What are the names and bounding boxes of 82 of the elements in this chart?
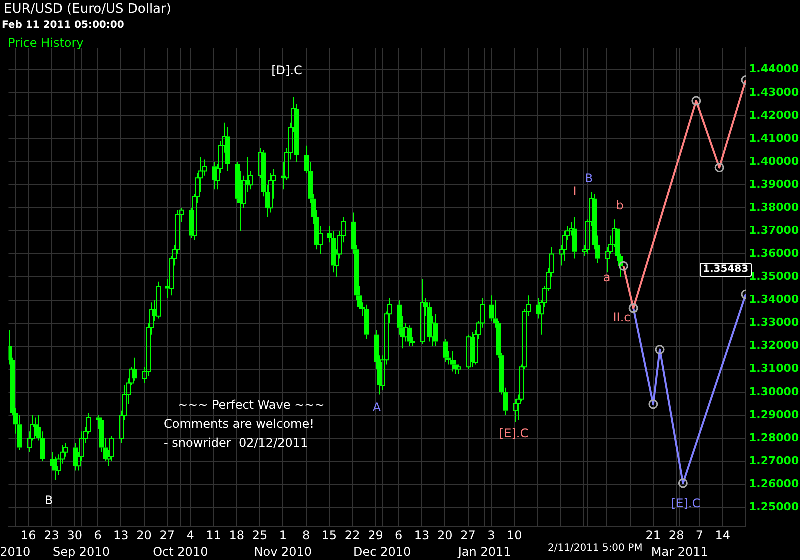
chart-title: EUR/USD (Euro/US Dollar) bbox=[4, 2, 172, 17]
y-tick-label: 1.25000 bbox=[749, 500, 800, 514]
x-tick-label: 11 bbox=[206, 528, 222, 543]
x2-tick-label: Oct 2010 bbox=[153, 544, 208, 559]
y-tick-label: 1.42000 bbox=[749, 108, 800, 122]
candlestick bbox=[562, 230, 567, 262]
annotation: II.c bbox=[613, 310, 631, 326]
y-tick-label: 1.27000 bbox=[749, 454, 800, 468]
x-tick-label: 7 bbox=[696, 528, 704, 543]
y-tick-label: 1.38000 bbox=[749, 200, 800, 214]
x-tick-label: 29 bbox=[368, 528, 384, 543]
x2-tick-label: Mar 2011 bbox=[651, 544, 708, 559]
x2-tick-label: 2010 bbox=[0, 544, 31, 559]
y-tick-label: 1.43000 bbox=[749, 86, 800, 99]
y-tick-label: 1.35000 bbox=[749, 270, 800, 284]
annotation: A bbox=[372, 400, 382, 416]
x-tick-label: 6 bbox=[94, 528, 102, 543]
y-tick-label: 1.41000 bbox=[749, 132, 800, 145]
x-tick-label: 13 bbox=[114, 528, 129, 543]
x-tick-label: 13 bbox=[414, 528, 430, 543]
y-tick-label: 1.34000 bbox=[749, 293, 800, 306]
x2-tick-label: Jan 2011 bbox=[457, 544, 512, 559]
y-tick-label: 1.29000 bbox=[749, 408, 800, 422]
x2-tick-label: Dec 2010 bbox=[354, 544, 412, 559]
x2-tick-label: Sep 2010 bbox=[52, 544, 110, 559]
annotation: [E].C bbox=[671, 496, 701, 512]
x-tick-label: 6 bbox=[395, 528, 403, 543]
candlestick bbox=[572, 216, 577, 260]
candlestick bbox=[443, 338, 448, 363]
x-tick-label: 4 bbox=[186, 528, 194, 543]
annotation: ~~~ Perfect Wave ~~~ bbox=[178, 398, 325, 413]
annotation: B bbox=[584, 172, 594, 186]
candlestick bbox=[132, 357, 137, 382]
y-tick-label: 1.32000 bbox=[749, 339, 800, 352]
y-tick-label: 1.30000 bbox=[749, 385, 800, 398]
y-tick-label: 1.40000 bbox=[749, 154, 800, 168]
y-tick-label: 1.39000 bbox=[749, 178, 800, 191]
y-tick-label: 1.31000 bbox=[749, 362, 800, 376]
x-tick-label: 21 bbox=[646, 528, 662, 543]
x-tick-label: 22 bbox=[344, 528, 360, 543]
x-tick-label: 10 bbox=[506, 528, 522, 543]
x-tick-label: 23 bbox=[44, 528, 60, 543]
x-tick-label: 30 bbox=[67, 528, 82, 543]
annotation: B bbox=[44, 494, 54, 508]
x-tick-label: 20 bbox=[438, 528, 453, 543]
x-tick-label: 18 bbox=[229, 528, 244, 543]
candlestick bbox=[225, 126, 230, 172]
candlestick bbox=[420, 279, 425, 345]
x2-tick-label: Nov 2010 bbox=[254, 544, 312, 559]
x-tick-label: 25 bbox=[252, 528, 268, 543]
annotation: Comments are welcome! bbox=[164, 417, 314, 432]
x-tick-label: 27 bbox=[160, 528, 176, 543]
annotation: [E].C bbox=[499, 426, 529, 442]
y-tick-label: 1.28000 bbox=[749, 431, 800, 444]
x-tick-label: 15 bbox=[322, 528, 338, 543]
y-tick-label: 1.44000 bbox=[749, 62, 800, 76]
x-tick-label: 20 bbox=[136, 528, 152, 543]
x-tick-label: 27 bbox=[460, 528, 476, 543]
annotation: [D].C bbox=[272, 64, 302, 78]
candlestick bbox=[407, 325, 412, 347]
text: 2/11/2011 5:00 PM bbox=[548, 542, 643, 556]
annotation: I bbox=[573, 184, 577, 200]
chart-subtitle: Feb 11 2011 05:00:00 bbox=[2, 20, 124, 31]
x-tick-label: 1 bbox=[279, 528, 287, 543]
annotation: a bbox=[603, 270, 611, 286]
x-tick-label: 3 bbox=[488, 528, 496, 543]
annotation: - snowrider 02/12/2011 bbox=[164, 436, 308, 451]
annotation: b bbox=[616, 198, 624, 214]
x-tick-label: 16 bbox=[20, 528, 36, 543]
x-tick-label: 8 bbox=[302, 528, 310, 543]
annotation: 1.35483 bbox=[703, 264, 749, 275]
y-tick-label: 1.33000 bbox=[749, 316, 800, 330]
y-tick-label: 1.37000 bbox=[749, 224, 800, 238]
x-tick-label: 14 bbox=[715, 528, 730, 543]
candlestick bbox=[268, 173, 273, 214]
y-tick-label: 1.36000 bbox=[749, 247, 800, 260]
candlestick bbox=[513, 398, 518, 423]
candlestick bbox=[450, 350, 455, 372]
x-tick-label: 28 bbox=[668, 528, 684, 543]
text: Price History bbox=[8, 36, 84, 50]
y-tick-label: 1.26000 bbox=[749, 477, 800, 490]
candlestick bbox=[364, 304, 369, 340]
